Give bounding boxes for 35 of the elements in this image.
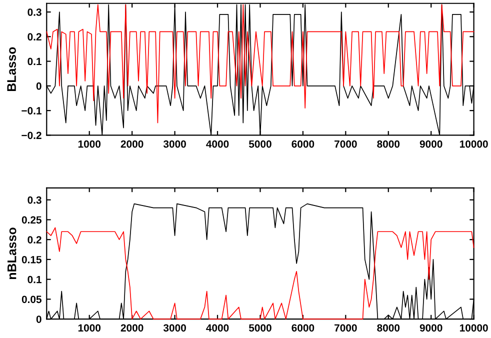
y-axis-title: nBLasso xyxy=(8,228,16,280)
y-axis-title: BLasso xyxy=(7,47,16,92)
y-tick-label: 0.25 xyxy=(22,216,42,224)
x-tick-label: 7000 xyxy=(334,324,357,332)
y-tick-label: 0.1 xyxy=(28,58,42,66)
y-tick-label: 0.2 xyxy=(28,33,42,41)
y-tick-label: 0.3 xyxy=(28,8,42,16)
x-tick-label: 4000 xyxy=(206,324,229,332)
x-tick-label: 1000 xyxy=(78,140,101,148)
x-tick-label: 6000 xyxy=(292,140,314,148)
y-tick-label: 0 xyxy=(36,316,42,323)
y-tick-label: 0.15 xyxy=(22,256,42,264)
x-tick-label: 2000 xyxy=(120,140,144,148)
x-tick-label: 5000 xyxy=(248,324,272,332)
y-tick-label: 0.2 xyxy=(28,236,42,244)
y-tick-label: −0.1 xyxy=(22,107,42,114)
y-tick-label: −0.2 xyxy=(22,132,42,140)
x-tick-label: 5000 xyxy=(248,140,272,148)
x-tick-label: 1000 xyxy=(78,324,101,332)
x-tick-label: 4000 xyxy=(206,140,229,148)
x-tick-label: 2000 xyxy=(120,324,144,332)
y-tick-label: 0.3 xyxy=(28,196,42,204)
x-tick-label: 9000 xyxy=(420,140,442,148)
x-tick-label: 3000 xyxy=(163,324,186,332)
x-tick-label: 3000 xyxy=(163,140,186,148)
x-tick-label: 8000 xyxy=(377,140,400,148)
x-tick-label: 10000 xyxy=(460,324,488,332)
y-tick-label: 0.1 xyxy=(28,276,42,284)
x-tick-label: 7000 xyxy=(334,140,357,148)
x-tick-label: 10000 xyxy=(460,140,488,148)
y-tick-label: 0 xyxy=(36,82,42,90)
y-tick-label: 0.05 xyxy=(22,296,42,304)
x-tick-label: 9000 xyxy=(420,324,442,332)
x-tick-label: 8000 xyxy=(377,324,400,332)
x-tick-label: 6000 xyxy=(292,324,314,332)
